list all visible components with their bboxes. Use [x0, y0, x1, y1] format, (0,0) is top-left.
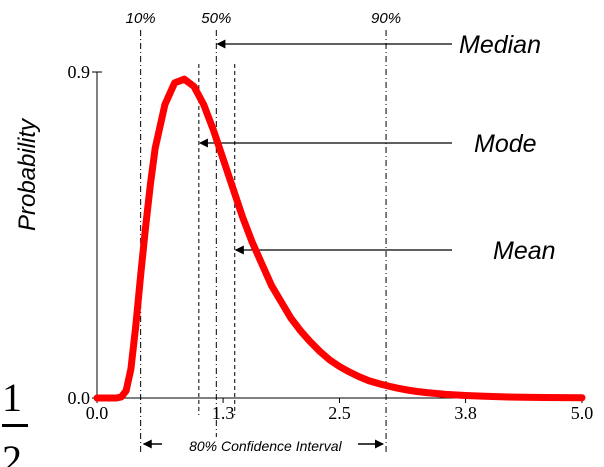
fraction-bar	[2, 424, 28, 427]
stray-digit-bottom: 2	[2, 440, 22, 467]
stray-digit-top: 1	[2, 375, 22, 420]
marker-label: Median	[459, 31, 541, 59]
density-curve	[93, 75, 586, 402]
chart-labels: 10% 50% 90% Median Mode Mean 80% Confidence In…	[126, 10, 556, 454]
x-tick-label: 1.3	[212, 403, 235, 423]
x-tick-label: 5.0	[571, 403, 594, 423]
confidence-interval-label-bg	[162, 437, 358, 455]
y-tick-label: 0.9	[68, 62, 91, 82]
percentile-label: 90%	[371, 10, 401, 27]
axes: 0.0 1.3 2.5 3.8 5.0 0.0 0.9 Probability	[14, 62, 593, 423]
percentile-label: 10%	[126, 10, 156, 27]
guide-lines	[140, 30, 452, 455]
y-axis-label: Probability	[14, 117, 41, 231]
y-tick-label: 0.0	[68, 388, 91, 408]
marker-label: Mean	[493, 237, 556, 265]
marker-label: Mode	[474, 130, 537, 158]
confidence-interval-label: 80% Confidence Interval	[189, 438, 342, 454]
percentile-label: 50%	[201, 10, 231, 27]
x-tick-label: 0.0	[86, 403, 109, 423]
x-tick-label: 2.5	[328, 403, 351, 423]
density-curve-line	[93, 75, 586, 402]
x-tick-label: 3.8	[454, 403, 477, 423]
